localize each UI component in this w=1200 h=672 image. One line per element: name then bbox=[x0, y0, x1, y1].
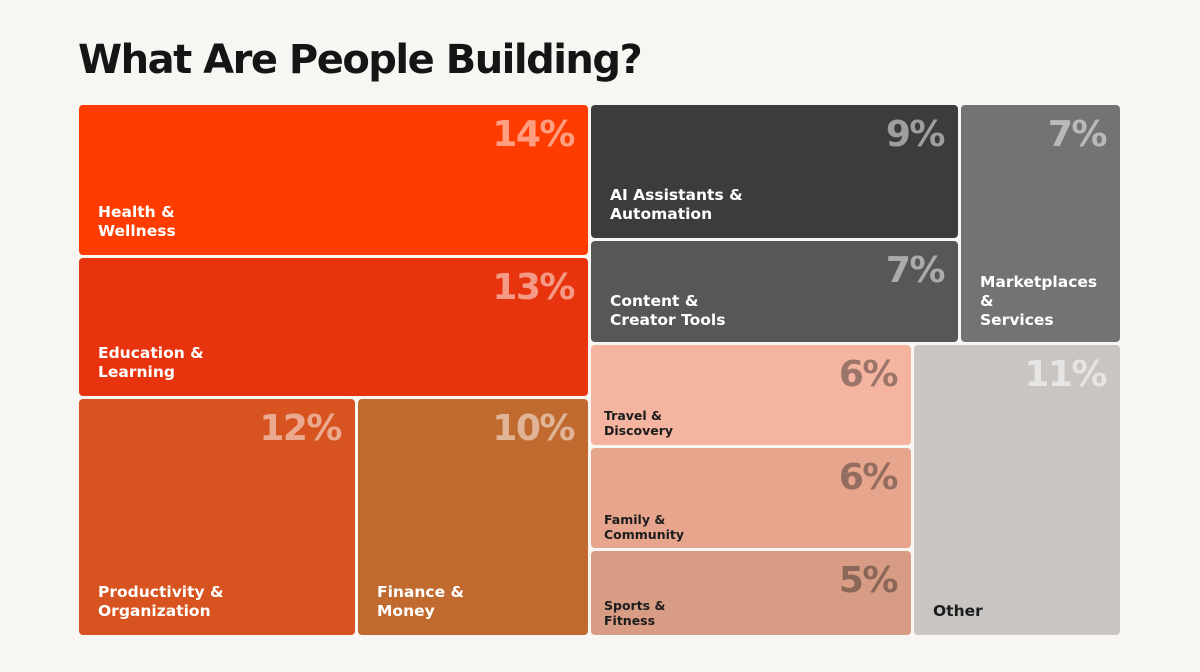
tile-label-finance: Finance & Money bbox=[377, 583, 465, 621]
tile-label-family: Family & Community bbox=[604, 511, 685, 542]
treemap-tile-family: 6% Family & Community bbox=[591, 448, 911, 548]
tile-label-productivity: Productivity & Organization bbox=[98, 583, 224, 621]
chart-title: What Are People Building? bbox=[78, 37, 643, 83]
treemap-tile-travel: 6% Travel & Discovery bbox=[591, 345, 911, 445]
tile-value-ai: 9% bbox=[885, 114, 946, 155]
tile-value-family: 6% bbox=[838, 457, 899, 498]
tile-label-other: Other bbox=[933, 602, 983, 621]
tile-value-travel: 6% bbox=[838, 354, 899, 395]
treemap-tile-education: 13% Education & Learning bbox=[79, 258, 588, 396]
tile-label-content: Content & Creator Tools bbox=[610, 292, 726, 330]
treemap-tile-ai: 9% AI Assistants & Automation bbox=[591, 105, 958, 238]
tile-value-education: 13% bbox=[492, 267, 575, 308]
treemap-tile-health: 14% Health & Wellness bbox=[79, 105, 588, 255]
treemap-tile-productivity: 12% Productivity & Organization bbox=[79, 399, 355, 635]
treemap-tile-content: 7% Content & Creator Tools bbox=[591, 241, 958, 342]
tile-label-marketplaces: Marketplaces & Services bbox=[980, 273, 1098, 330]
tile-value-marketplaces: 7% bbox=[1047, 114, 1108, 155]
tile-label-ai: AI Assistants & Automation bbox=[610, 186, 743, 224]
tile-value-content: 7% bbox=[885, 250, 946, 291]
tile-label-sports: Sports & Fitness bbox=[604, 597, 666, 628]
treemap-tile-sports: 5% Sports & Fitness bbox=[591, 551, 911, 635]
tile-label-health: Health & Wellness bbox=[98, 203, 176, 241]
tile-value-sports: 5% bbox=[838, 560, 899, 601]
tile-value-finance: 10% bbox=[492, 408, 575, 449]
tile-label-travel: Travel & Discovery bbox=[604, 407, 674, 438]
tile-label-education: Education & Learning bbox=[98, 344, 204, 382]
tile-value-productivity: 12% bbox=[259, 408, 342, 449]
tile-value-other: 11% bbox=[1024, 354, 1107, 395]
treemap-tile-other: 11% Other bbox=[914, 345, 1120, 635]
tile-value-health: 14% bbox=[492, 114, 575, 155]
treemap-tile-finance: 10% Finance & Money bbox=[358, 399, 588, 635]
treemap-tile-marketplaces: 7% Marketplaces & Services bbox=[961, 105, 1120, 342]
